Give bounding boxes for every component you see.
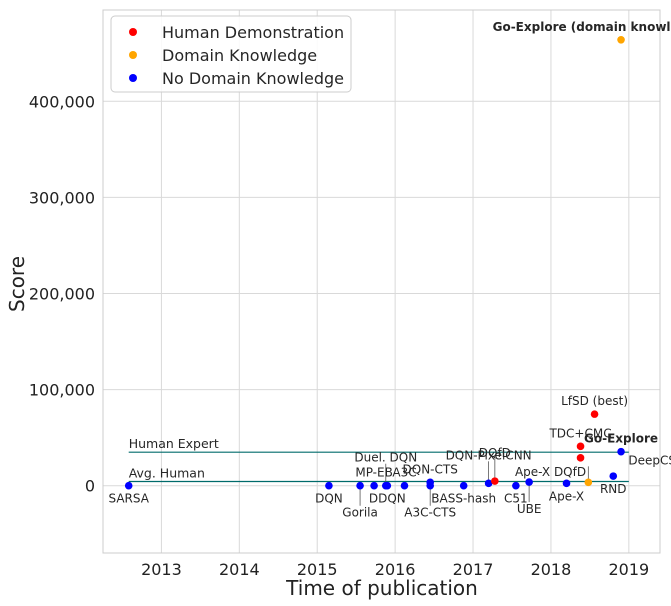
point-label-rnd: RND bbox=[600, 482, 627, 496]
point-label-go-explore-domain-knowledge: Go-Explore (domain knowledge) bbox=[493, 20, 671, 34]
point-a3c-cts bbox=[426, 481, 434, 490]
point-ape-x-dqfd bbox=[576, 454, 585, 462]
point-label-bass-hash: BASS-hash bbox=[431, 492, 496, 506]
point-ube bbox=[525, 478, 533, 486]
point-label-deepcs: DeepCS bbox=[628, 453, 671, 467]
y-tick-label: 100,000 bbox=[29, 381, 95, 400]
plot-frame bbox=[102, 9, 661, 554]
point-label-a3c: A3C bbox=[392, 466, 416, 480]
point-label-gorila: Gorila bbox=[342, 506, 378, 520]
point-label-ube: UBE bbox=[517, 502, 542, 516]
legend-marker-human-demonstration bbox=[129, 28, 137, 36]
point-sarsa bbox=[124, 481, 133, 490]
point-gorila bbox=[356, 481, 364, 490]
point-duel-dqn bbox=[381, 481, 390, 490]
point-label-ape-x-dqfd: Ape-X DQfD bbox=[515, 465, 586, 479]
legend-marker-domain-knowledge bbox=[129, 51, 137, 59]
point-rnd bbox=[609, 472, 618, 480]
x-tick-label: 2017 bbox=[453, 560, 494, 579]
legend-box bbox=[110, 15, 352, 93]
point-deepcs bbox=[584, 478, 593, 487]
point-label-dqn-pixelcnn: DQN-PixelCNN bbox=[446, 448, 532, 462]
point-dqn bbox=[325, 481, 333, 490]
point-dqfd bbox=[491, 477, 499, 485]
point-tdc-cmc bbox=[576, 442, 585, 451]
avg-human-label: Avg. Human bbox=[129, 465, 205, 480]
x-tick-label: 2015 bbox=[297, 560, 338, 579]
point-a3c bbox=[400, 481, 409, 490]
x-tick-label: 2014 bbox=[219, 560, 260, 579]
point-label-tdc-cmc: TDC+CMC bbox=[548, 426, 611, 440]
point-label-dqn: DQN bbox=[315, 492, 343, 506]
point-label-dqn-cts: DQN-CTS bbox=[403, 462, 458, 476]
point-label-ddqn: DDQN bbox=[369, 492, 406, 506]
x-tick-label: 2013 bbox=[141, 560, 182, 579]
point-label-c51: C51 bbox=[504, 492, 528, 506]
grid bbox=[103, 10, 660, 553]
point-label-go-explore: Go-Explore bbox=[584, 432, 658, 446]
point-label-sarsa: SARSA bbox=[108, 492, 149, 506]
reference-lines: Human Expert Avg. Human bbox=[128, 436, 629, 483]
data-points bbox=[124, 35, 625, 490]
point-label-ape-x: Ape-X bbox=[549, 489, 584, 503]
point-ape-x bbox=[562, 479, 571, 488]
human-expert-label: Human Expert bbox=[129, 436, 219, 451]
point-label-lfsd-best: LfSD (best) bbox=[561, 394, 628, 408]
point-label-dqfd: DQfD bbox=[479, 446, 511, 460]
x-tick-label: 2018 bbox=[531, 560, 572, 579]
y-tick-label: 300,000 bbox=[29, 188, 95, 207]
point-lfsd-best bbox=[590, 410, 599, 418]
point-bass-hash bbox=[459, 481, 468, 490]
point-label-a3c-cts: A3C-CTS bbox=[404, 506, 456, 520]
point-dqn-pixelcnn bbox=[484, 479, 493, 488]
point-go-explore bbox=[617, 447, 625, 456]
legend-label-domain-knowledge: Domain Knowledge bbox=[162, 46, 317, 65]
x-tick-label: 2019 bbox=[608, 560, 649, 579]
point-go-explore-domain-knowledge bbox=[617, 35, 625, 44]
legend-label-no-domain-knowledge: No Domain Knowledge bbox=[162, 69, 344, 88]
x-axis-title: Time of publication bbox=[285, 576, 478, 600]
y-tick-label: 200,000 bbox=[29, 285, 95, 304]
y-axis-title: Score bbox=[5, 256, 29, 312]
point-label-mp-eb: MP-EB bbox=[355, 466, 392, 480]
legend: Human Demonstration Domain Knowledge No Do… bbox=[110, 15, 352, 93]
y-tick-label: 0 bbox=[85, 477, 95, 496]
y-tick-label: 400,000 bbox=[29, 92, 95, 111]
point-label-duel-dqn: Duel. DQN bbox=[354, 451, 417, 465]
point-mp-eb bbox=[370, 481, 378, 490]
legend-label-human-demonstration: Human Demonstration bbox=[162, 23, 344, 42]
point-c51 bbox=[512, 481, 520, 490]
ticks: 2013 2014 2015 2016 2017 2018 2019 0 100,000 200,… bbox=[29, 92, 649, 579]
x-tick-label: 2016 bbox=[375, 560, 416, 579]
legend-marker-no-domain-knowledge bbox=[129, 74, 137, 82]
